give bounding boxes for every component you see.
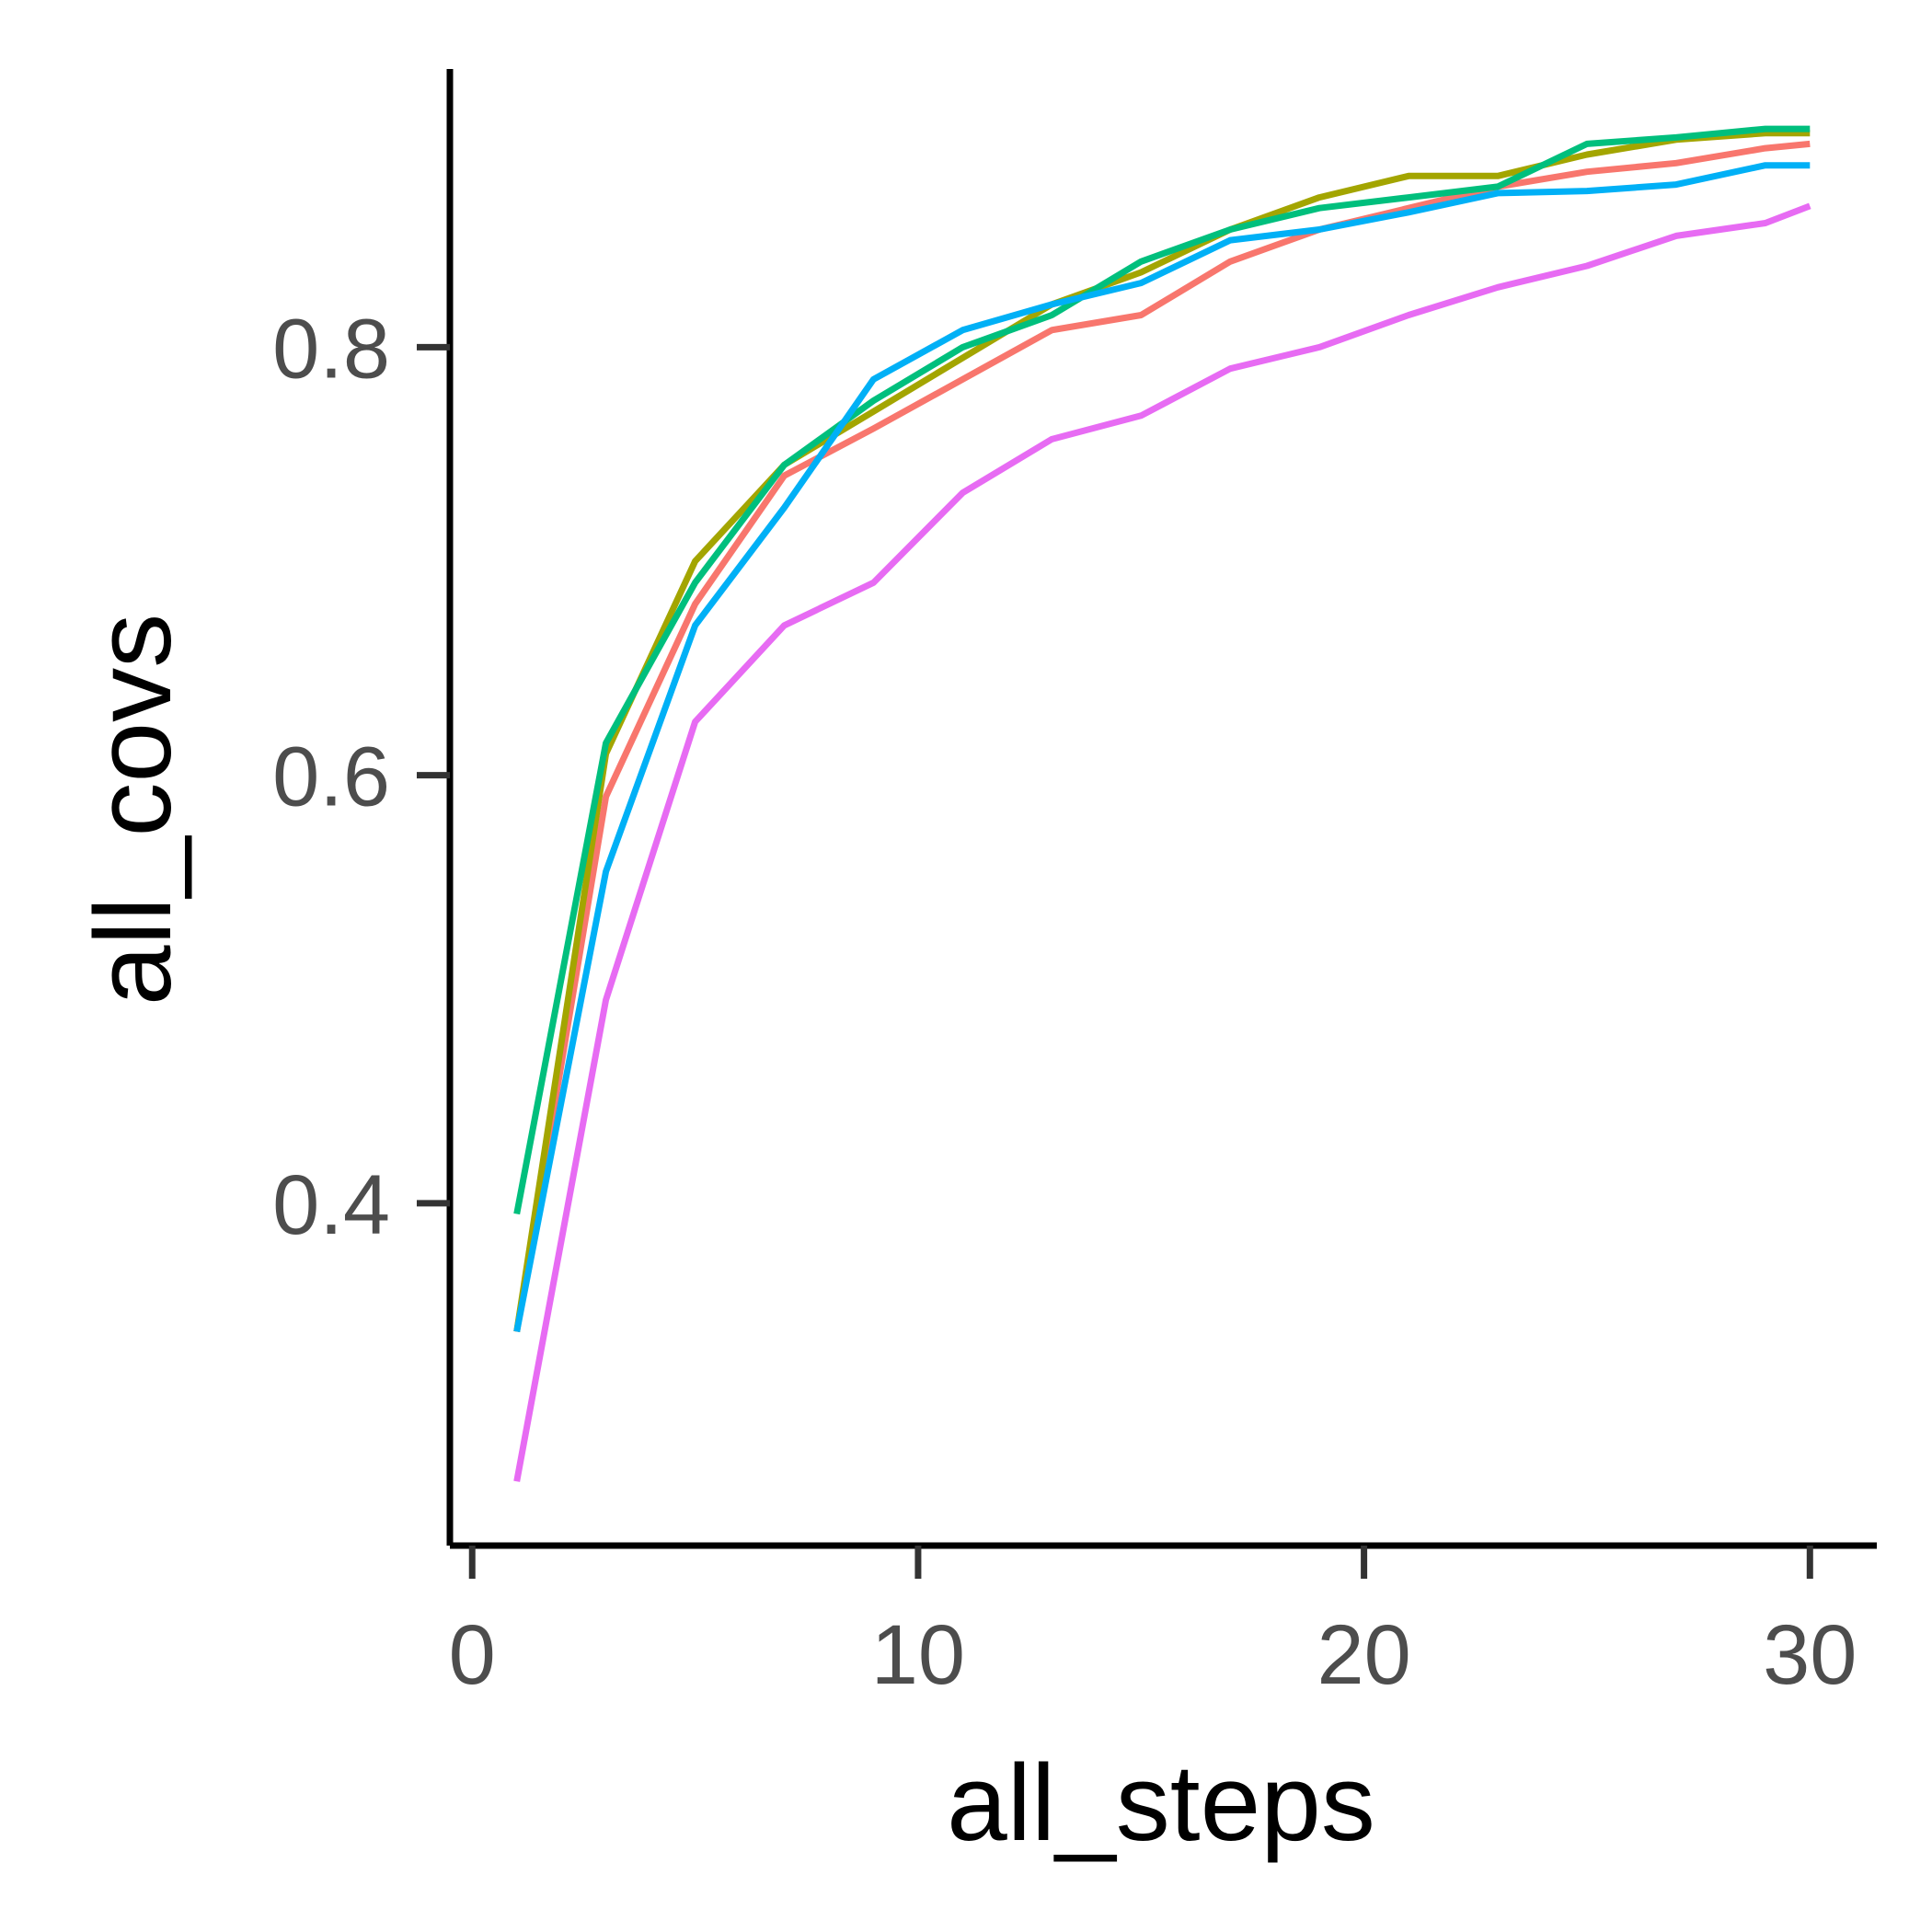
series-layer [513, 125, 1811, 1482]
y-tick-label: 0.4 [272, 1158, 390, 1252]
x-axis-title: all_steps [947, 1742, 1375, 1864]
y-tick-label: 0.8 [272, 302, 390, 396]
series-line-3 [513, 125, 1811, 1215]
x-tick-label: 20 [1317, 1608, 1410, 1702]
x-tick-label: 0 [449, 1608, 496, 1702]
series-line-2 [513, 130, 1811, 1332]
series-line-4 [513, 162, 1811, 1333]
x-tick-label: 30 [1763, 1608, 1857, 1702]
series-line-1 [513, 140, 1811, 1332]
x-tick-label: 10 [871, 1608, 965, 1702]
axis-layer: 0.4 0.6 0.8 0 10 20 30 [272, 69, 1877, 1702]
y-tick-label: 0.6 [272, 730, 390, 824]
y-axis-title: all_covs [73, 614, 194, 1006]
series-line-5 [513, 202, 1811, 1482]
